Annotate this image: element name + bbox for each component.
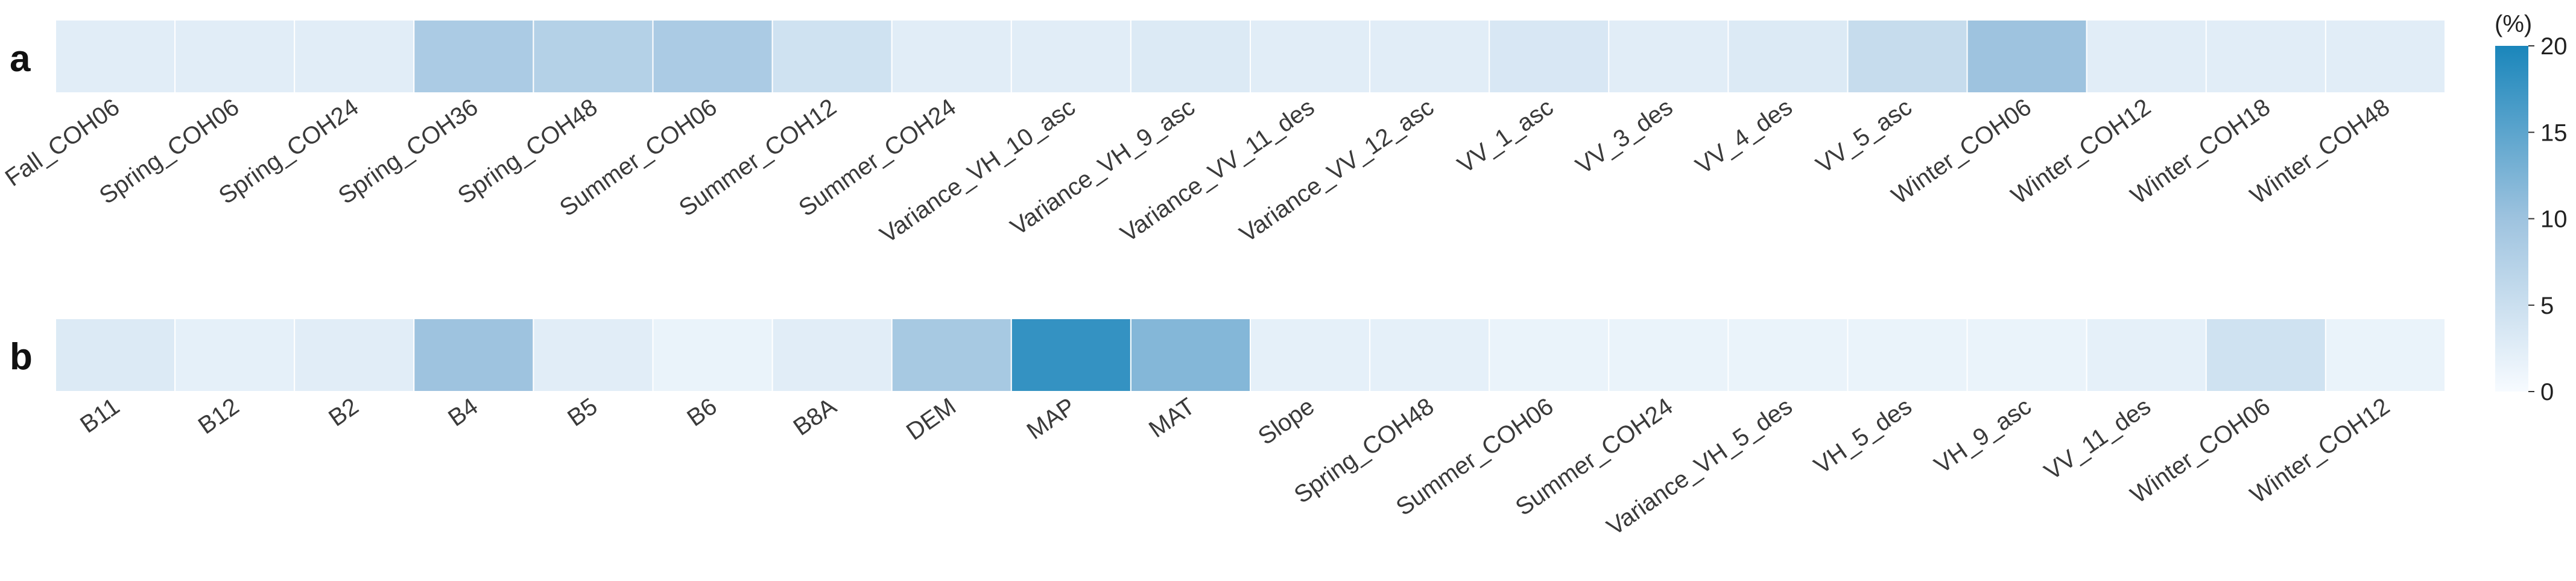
x-tick-label-a-10: Variance_VV_11_des: [1116, 94, 1319, 247]
x-tick-label-a-15: VV_5_asc: [1811, 94, 1917, 179]
colorbar: (%) 0 5 10 15 20: [2495, 11, 2568, 405]
heatmap-cell-a-13: [1608, 19, 1729, 94]
heatmap-cell-a-17: [2086, 19, 2207, 94]
heatmap-cell-a-10: [1250, 19, 1371, 94]
colorbar-gradient: [2495, 46, 2528, 392]
heatmap-cell-a-1: [174, 19, 296, 94]
x-tick-label-a-8: Variance_VH_10_asc: [875, 94, 1080, 248]
heatmap-cell-b-0: [55, 318, 176, 392]
x-tick-label-b-5: B6: [682, 393, 721, 431]
x-tick-label-a-12: VV_1_asc: [1453, 94, 1559, 179]
heatmap-cells-b: [55, 318, 2446, 392]
heatmap-tick-labels-b: B11 B12 B2 B4 B5 B6 B8A DEM MAP MAT SlopeSpring_CO…: [75, 393, 2394, 541]
heatmap-tick-labels-a: Fall_COH06Spring_COH06Spring_COH24Spring…: [1, 94, 2394, 248]
heatmap-cell-b-11: [1369, 318, 1490, 392]
heatmap-cell-b-16: [1966, 318, 2087, 392]
heatmap-cell-a-9: [1130, 19, 1252, 94]
heatmap-cell-a-14: [1727, 19, 1849, 94]
x-tick-label-b-2: B2: [324, 393, 363, 431]
heatmap-cell-a-7: [891, 19, 1012, 94]
heatmap-cell-b-13: [1608, 318, 1729, 392]
x-tick-label-a-0: Fall_COH06: [1, 94, 125, 191]
heatmap-cell-a-12: [1489, 19, 1610, 94]
heatmap-cell-b-8: [1010, 318, 1131, 392]
colorbar-ticks: 0 5 10 15 20: [2528, 33, 2568, 405]
heatmap-cell-b-18: [2205, 318, 2326, 392]
x-tick-label-b-16: VH_9_asc: [1929, 393, 2036, 478]
colorbar-unit-label: (%): [2495, 11, 2532, 37]
colorbar-tick-label-2: 10: [2540, 206, 2568, 233]
x-tick-label-a-13: VV_3_des: [1571, 94, 1677, 179]
colorbar-tick-label-0: 0: [2540, 379, 2554, 405]
colorbar-tick-label-4: 20: [2540, 33, 2568, 60]
heatmap-cell-a-4: [533, 19, 654, 94]
panel-label-b: b: [10, 336, 33, 378]
x-tick-label-b-9: MAT: [1144, 393, 1200, 443]
heatmap-cell-b-1: [174, 318, 296, 392]
heatmap-cell-a-3: [413, 19, 534, 94]
heatmap-cell-a-6: [771, 19, 893, 94]
heatmap-cell-a-5: [652, 19, 773, 94]
heatmap-cell-a-0: [55, 19, 176, 94]
x-tick-label-b-7: DEM: [902, 393, 961, 445]
heatmap-cell-b-19: [2324, 318, 2446, 392]
colorbar-tick-label-1: 5: [2540, 293, 2554, 319]
x-tick-label-b-0: B11: [75, 393, 124, 438]
heatmap-cell-b-14: [1727, 318, 1849, 392]
x-tick-label-b-1: B12: [194, 393, 244, 439]
heatmap-cell-b-12: [1489, 318, 1610, 392]
colorbar-tick-label-3: 15: [2540, 119, 2568, 146]
heatmap-cell-a-19: [2324, 19, 2446, 94]
panel-label-a: a: [10, 38, 31, 80]
x-tick-label-b-4: B5: [563, 393, 602, 431]
x-tick-label-b-8: MAP: [1022, 393, 1080, 445]
heatmap-cell-b-3: [413, 318, 534, 392]
heatmap-cell-b-9: [1130, 318, 1252, 392]
x-tick-label-a-14: VV_4_des: [1691, 94, 1797, 179]
heatmap-cell-b-6: [771, 318, 893, 392]
heatmap-cell-a-18: [2205, 19, 2326, 94]
x-tick-label-b-15: VH_5_des: [1809, 393, 1917, 479]
heatmap-cell-b-4: [533, 318, 654, 392]
heatmap-cell-a-16: [1966, 19, 2087, 94]
heatmap-cell-b-5: [652, 318, 773, 392]
heatmap-cell-b-2: [294, 318, 415, 392]
heatmap-cell-a-11: [1369, 19, 1490, 94]
heatmap-cell-a-15: [1847, 19, 1968, 94]
x-tick-label-b-6: B8A: [789, 393, 841, 441]
heatmap-cell-b-17: [2086, 318, 2207, 392]
heatmap-panel-b: b B11 B12 B2 B4 B5 B6 B8A DEM MAP MAT SlopeSpring_…: [10, 318, 2446, 541]
heatmap-cell-a-8: [1010, 19, 1131, 94]
x-tick-label-b-10: Slope: [1253, 393, 1319, 450]
heatmap-cells-a: [55, 19, 2446, 94]
heatmap-cell-b-10: [1250, 318, 1371, 392]
x-tick-label-b-17: VV_11_des: [2040, 393, 2156, 485]
heatmap-cell-b-15: [1847, 318, 1968, 392]
x-tick-label-b-3: B4: [443, 393, 483, 431]
heatmap-panel-a: a Fall_COH06Spring_COH06Spring_COH24Spri…: [1, 19, 2446, 249]
heatmap-cell-b-7: [891, 318, 1012, 392]
x-tick-label-a-11: Variance_VV_12_asc: [1235, 94, 1438, 247]
heatmap-cell-a-2: [294, 19, 415, 94]
